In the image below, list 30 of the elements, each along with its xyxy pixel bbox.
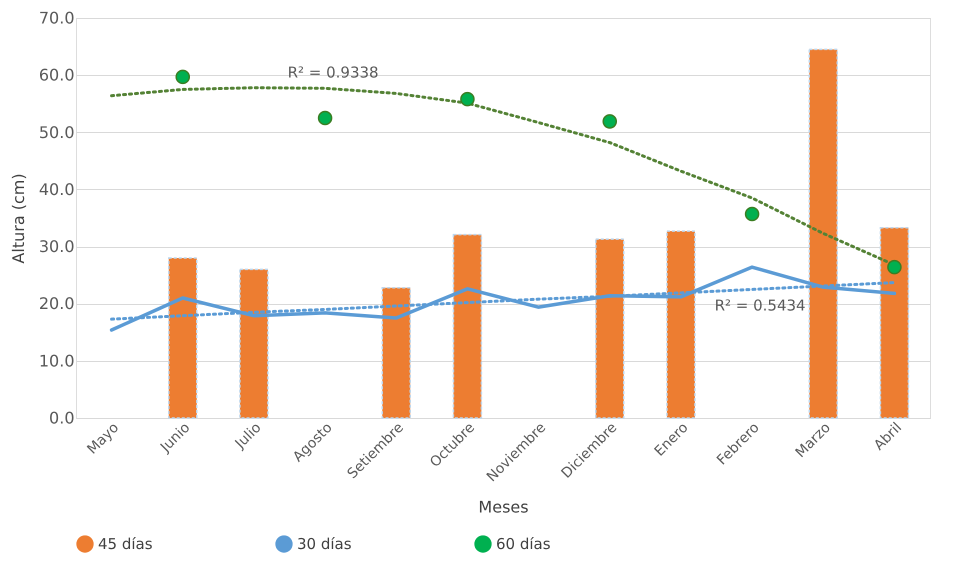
x-axis-title: Meses — [478, 497, 529, 516]
y-tick-label: 40.0 — [38, 180, 74, 199]
point — [318, 110, 332, 126]
legend-label: 45 días — [98, 535, 153, 554]
y-tick-label: 20.0 — [38, 294, 74, 314]
y-axis-title: Altura (cm) — [8, 173, 28, 264]
bar — [168, 257, 198, 419]
annotation: R² = 0.5434 — [714, 296, 806, 314]
y-tick-label: 60.0 — [38, 66, 74, 85]
point — [175, 70, 190, 84]
y-tick-label: 0.0 — [49, 408, 74, 428]
bar — [452, 234, 482, 419]
point — [460, 92, 475, 106]
bar — [382, 286, 411, 419]
y-tick-label: 50.0 — [38, 122, 74, 142]
bar — [880, 226, 910, 419]
point — [887, 260, 902, 274]
point — [744, 206, 760, 222]
y-tick-label: 10.0 — [38, 351, 74, 370]
annotation: R² = 0.9338 — [288, 63, 379, 82]
line-series — [110, 265, 896, 332]
y-tick-label: 30.0 — [38, 237, 74, 256]
bar — [239, 268, 269, 419]
y-tick-label: 70.0 — [38, 8, 74, 28]
bar — [666, 230, 696, 419]
legend-label: 30 días — [297, 535, 352, 554]
point — [602, 114, 618, 129]
bar — [595, 238, 624, 419]
legend-label: 60 días — [496, 535, 551, 554]
bar — [808, 48, 838, 419]
